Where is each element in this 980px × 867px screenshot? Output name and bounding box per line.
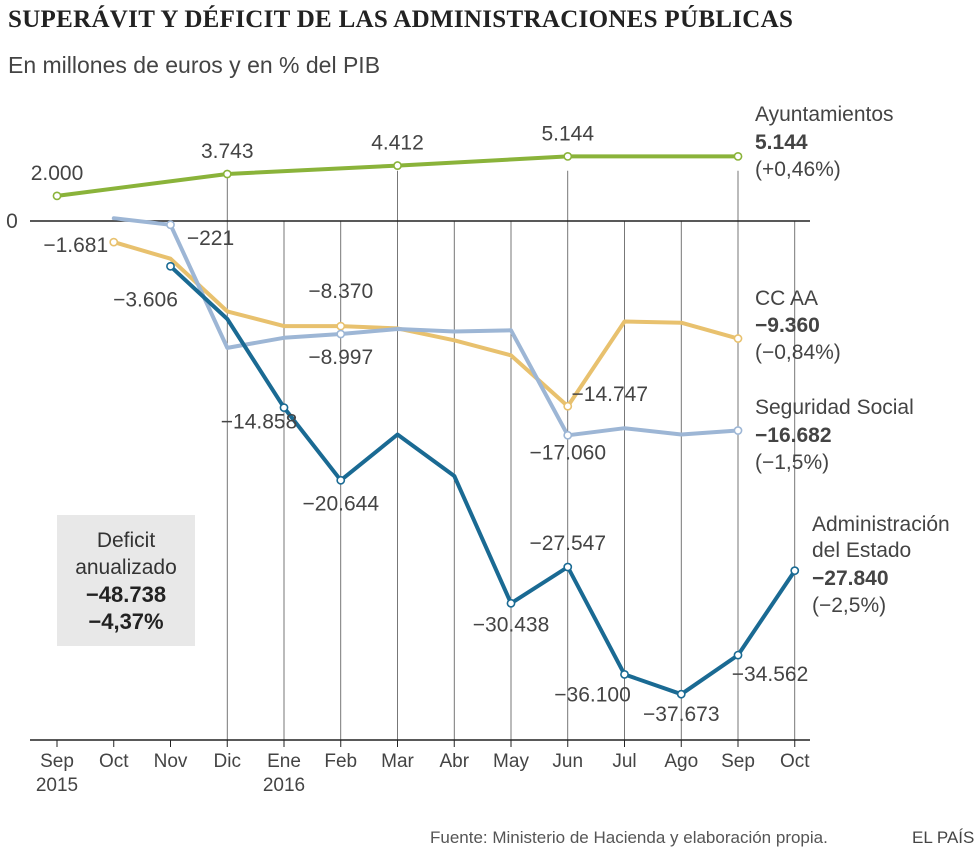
data-label: −37.673 — [643, 703, 720, 726]
data-point — [790, 566, 800, 576]
end-label-name: Ayuntamientos — [755, 103, 894, 126]
data-label: −20.644 — [303, 492, 380, 515]
data-point — [52, 191, 62, 201]
data-point — [336, 321, 346, 331]
data-point — [109, 237, 119, 247]
end-label-value: −27.840 — [812, 567, 889, 590]
x-tick-label: Sep — [721, 751, 755, 772]
end-label-pct: (+0,46%) — [755, 158, 841, 181]
x-tick-label: Ene — [267, 751, 301, 772]
x-tick-label: Nov — [154, 751, 188, 772]
data-label: 4.412 — [371, 132, 424, 155]
data-point — [563, 562, 573, 572]
end-label-value: −9.360 — [755, 314, 820, 337]
data-point — [733, 426, 743, 435]
data-point — [166, 220, 175, 230]
x-tick-label: Mar — [381, 751, 414, 772]
end-label-value: 5.144 — [755, 131, 808, 154]
data-label: −8.997 — [308, 346, 373, 369]
data-label: 5.144 — [541, 122, 594, 145]
x-tick-label: Dic — [214, 751, 241, 772]
source-note: Fuente: Ministerio de Hacienda y elabora… — [430, 828, 828, 847]
annualized-deficit-box: Deficit anualizado −48.738 −4,37% — [57, 515, 195, 646]
series-line-1 — [111, 240, 740, 409]
data-point — [506, 598, 516, 608]
annualized-deficit-label-2: anualizado — [75, 556, 177, 579]
series-line-2 — [111, 216, 740, 438]
x-tick-label: Oct — [99, 751, 129, 772]
brand-logo: EL PAÍS — [912, 828, 975, 847]
data-point — [676, 689, 686, 699]
zero-tick-label: 0 — [6, 210, 18, 233]
data-point — [733, 650, 743, 660]
data-label: −36.100 — [554, 683, 631, 706]
data-label: −221 — [187, 227, 234, 250]
data-label: 3.743 — [201, 140, 254, 163]
data-point — [620, 670, 629, 679]
data-label: −3.606 — [113, 288, 178, 311]
end-label-value: −16.682 — [755, 424, 832, 447]
end-label-name: CC AA — [755, 287, 818, 310]
x-tick-label: Abr — [439, 751, 469, 772]
x-tick-label: Oct — [780, 751, 810, 772]
data-point — [279, 403, 289, 413]
end-label-name: Seguridad Social — [755, 396, 914, 419]
data-label: −14.747 — [572, 383, 649, 406]
end-label-name: del Estado — [812, 539, 911, 562]
x-tick-label: May — [493, 751, 529, 772]
data-point — [733, 334, 743, 343]
x-tick-label: Jun — [552, 751, 583, 772]
series-line-3 — [168, 264, 797, 697]
data-label: −34.562 — [732, 663, 809, 686]
annualized-deficit-pct: −4,37% — [88, 609, 164, 634]
end-label-pct: (−2,5%) — [812, 594, 886, 617]
data-point — [563, 151, 573, 161]
data-label: −1.681 — [43, 234, 108, 257]
data-point — [166, 261, 175, 271]
x-tick-label: 2015 — [36, 775, 78, 796]
annualized-deficit-label-1: Deficit — [96, 529, 156, 552]
end-label-pct: (−1,5%) — [755, 451, 829, 474]
data-point — [336, 475, 346, 485]
chart-title: SUPERÁVIT Y DÉFICIT DE LAS ADMINISTRACIO… — [8, 6, 794, 33]
data-label: −8.370 — [308, 280, 373, 303]
data-point — [563, 401, 573, 411]
end-label-pct: (−0,84%) — [755, 341, 841, 364]
data-label: −27.547 — [530, 532, 607, 555]
end-label-name: Administración — [812, 513, 950, 536]
data-label: −14.858 — [221, 411, 298, 434]
x-tick-label: 2016 — [263, 775, 305, 796]
x-tick-label: Jul — [612, 751, 636, 772]
data-label: −17.060 — [530, 441, 607, 464]
data-label: −30.438 — [473, 613, 550, 636]
data-label: 2.000 — [31, 162, 84, 185]
x-tick-label: Ago — [664, 751, 698, 772]
x-tick-label: Feb — [324, 751, 357, 772]
x-tick-label: Sep — [40, 751, 74, 772]
data-point — [222, 169, 232, 179]
chart-subtitle: En millones de euros y en % del PIB — [8, 52, 381, 78]
data-point — [733, 151, 743, 161]
data-point — [336, 329, 346, 339]
data-point — [393, 161, 402, 170]
annualized-deficit-value: −48.738 — [85, 582, 167, 607]
data-point — [563, 430, 573, 440]
